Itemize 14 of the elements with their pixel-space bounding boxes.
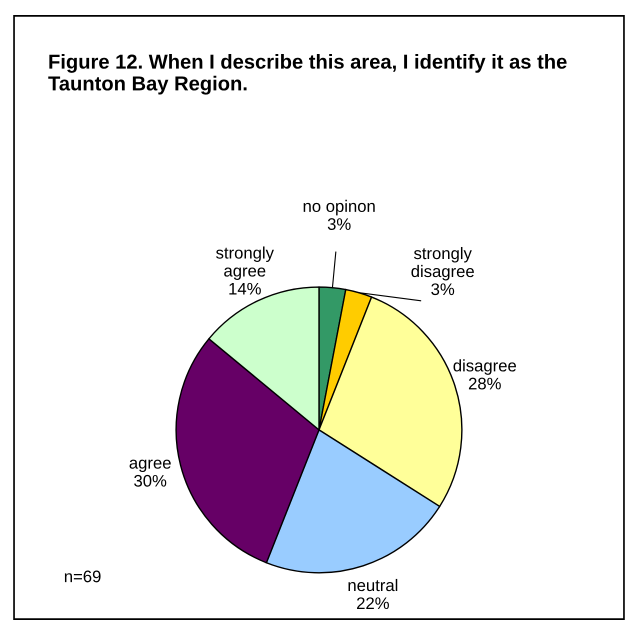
data-label: 3% <box>431 283 454 296</box>
data-label: 3% <box>328 218 351 230</box>
data-label: 30% <box>134 474 166 487</box>
data-label: 22% <box>357 597 389 610</box>
data-label: 14% <box>229 282 261 295</box>
slice-label: disagree <box>454 359 516 375</box>
slice-label: neutral <box>348 578 398 592</box>
data-label: 28% <box>468 378 501 390</box>
slice-label: no opinon <box>304 200 375 216</box>
slice-label: strongly disagree <box>411 246 474 280</box>
text: n=69 <box>64 570 101 582</box>
slice-label: agree <box>130 460 171 472</box>
chart-title: Figure 12. When I describe this area, I identify it as the Taunton Bay Region. <box>48 54 567 95</box>
slice-label: strongly agree <box>216 246 274 280</box>
